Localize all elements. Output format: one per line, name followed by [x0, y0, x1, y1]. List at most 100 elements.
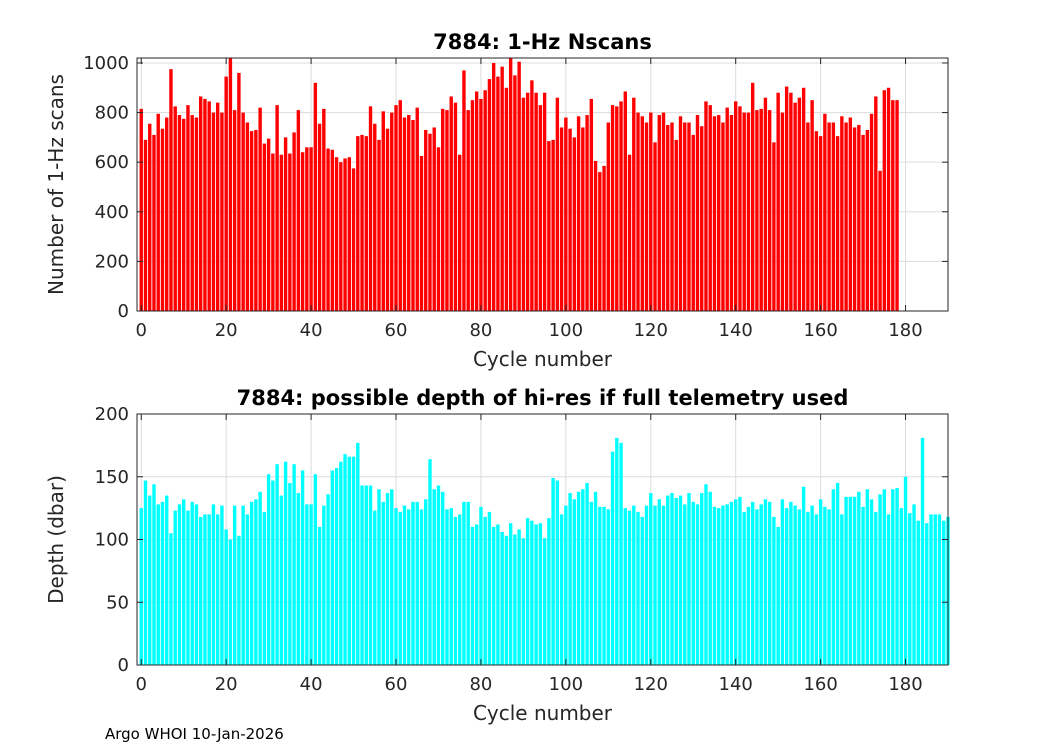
x-tick-label: 180 — [888, 674, 922, 695]
bar — [139, 508, 143, 665]
bar — [878, 494, 882, 665]
x-tick-label: 40 — [300, 674, 323, 695]
bar — [861, 506, 865, 665]
bar — [623, 91, 627, 311]
x-tick-label: 20 — [215, 320, 238, 341]
bar — [644, 505, 649, 665]
bar — [746, 506, 751, 665]
bar — [865, 489, 870, 665]
bar — [143, 480, 148, 665]
bar — [763, 499, 768, 665]
bar — [640, 516, 644, 665]
bar — [309, 147, 313, 311]
bar — [568, 128, 572, 311]
y-tick-label: 0 — [118, 301, 129, 322]
bar — [933, 514, 937, 665]
bar — [190, 501, 194, 665]
bar — [793, 505, 797, 665]
bar — [402, 117, 407, 311]
bar — [831, 489, 836, 665]
bar — [207, 514, 211, 665]
bar — [415, 501, 419, 665]
bar — [806, 511, 810, 665]
bar — [262, 511, 267, 665]
bar — [878, 170, 882, 311]
bar — [513, 75, 517, 311]
bar — [576, 116, 581, 311]
bar — [232, 110, 237, 312]
bar — [725, 504, 729, 665]
bar — [173, 510, 177, 665]
bar — [530, 520, 534, 665]
bar — [279, 495, 284, 665]
y-tick-label: 1000 — [83, 53, 129, 74]
bar — [237, 535, 241, 665]
bar — [462, 501, 466, 665]
bar — [818, 136, 823, 311]
bar — [173, 106, 177, 311]
bar — [483, 516, 487, 665]
bar — [394, 508, 398, 665]
bar — [156, 504, 160, 665]
bar — [717, 115, 721, 312]
bar — [407, 115, 411, 312]
bar — [585, 483, 589, 665]
bar — [317, 526, 322, 665]
bar — [776, 92, 780, 311]
bar — [725, 107, 729, 311]
bar — [262, 143, 267, 311]
bar — [394, 105, 398, 312]
bar — [504, 535, 509, 665]
bar — [912, 504, 916, 665]
bar — [615, 437, 619, 665]
bar — [203, 514, 207, 665]
bar — [521, 97, 526, 311]
bar — [496, 524, 500, 665]
bar — [203, 98, 207, 311]
bar — [309, 504, 313, 665]
bar — [398, 100, 402, 312]
bar — [797, 509, 802, 665]
bar — [152, 134, 156, 311]
y-tick-label: 200 — [95, 404, 129, 425]
bar — [326, 494, 330, 665]
bar — [746, 112, 751, 311]
bar — [496, 76, 500, 312]
x-tick-label: 120 — [634, 674, 668, 695]
bar — [538, 523, 543, 665]
bar — [381, 501, 385, 665]
bar — [436, 147, 441, 311]
bar — [377, 139, 381, 311]
bar — [823, 506, 827, 665]
plot-frame — [136, 57, 949, 312]
bar — [865, 129, 870, 311]
bar — [241, 505, 245, 665]
bar — [351, 168, 356, 311]
bar — [683, 504, 687, 665]
tick-labels: 0 20 40 60 80 100 120 140 160 180 0 200 400 600 800 100… — [83, 53, 948, 341]
bar — [339, 162, 343, 311]
bar — [568, 493, 572, 665]
x-axis-label: Cycle number — [473, 701, 613, 725]
x-tick-label: 100 — [549, 320, 583, 341]
y-tick-label: 800 — [95, 103, 129, 124]
bar — [674, 139, 678, 311]
bar — [729, 501, 734, 665]
bar — [165, 495, 169, 665]
bar — [687, 122, 691, 311]
bar — [266, 138, 271, 311]
bar — [606, 122, 611, 311]
bar — [695, 115, 700, 312]
bar — [487, 511, 492, 665]
bar — [398, 511, 402, 665]
bar — [581, 127, 585, 311]
chart-title: 7884: 1-Hz Nscans — [433, 30, 652, 54]
bar — [564, 117, 568, 311]
bar — [721, 122, 725, 311]
bar — [487, 79, 492, 311]
bar — [772, 142, 776, 311]
bar — [347, 157, 352, 311]
bar — [780, 112, 785, 311]
y-tick-label: 400 — [95, 202, 129, 223]
bar — [339, 461, 343, 665]
